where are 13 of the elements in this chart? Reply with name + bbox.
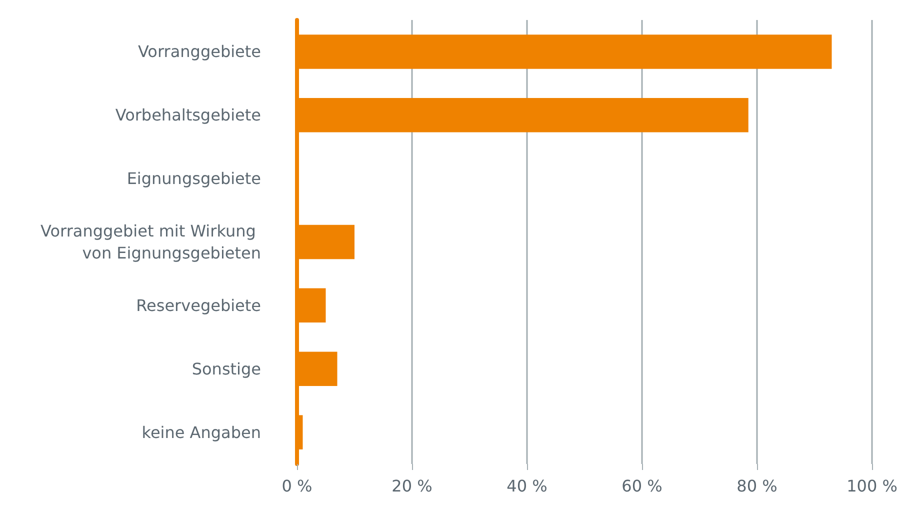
y-tick-label: Vorranggebiete	[138, 42, 261, 62]
x-tick-label: 20 %	[392, 476, 432, 496]
y-tick-label: Vorbehaltsgebiete	[115, 106, 261, 125]
x-tick-label: 40 %	[506, 476, 548, 496]
x-tick-label: 0 %	[282, 476, 312, 496]
x-tick-label: 80 %	[736, 476, 778, 496]
y-tick-label: Eignungsgebiete	[126, 169, 261, 188]
x-tick-label: 60 %	[622, 476, 662, 496]
x-tick-label: 100 %	[846, 476, 898, 496]
y-tick-label: Reservegebiete	[136, 296, 261, 315]
y-tick-label: Vorranggebiet mit Wirkung von Eignungsgebieten	[40, 222, 261, 262]
y-tick-label: Sonstige	[192, 359, 261, 378]
y-tick-label: keine Angaben	[142, 422, 261, 442]
